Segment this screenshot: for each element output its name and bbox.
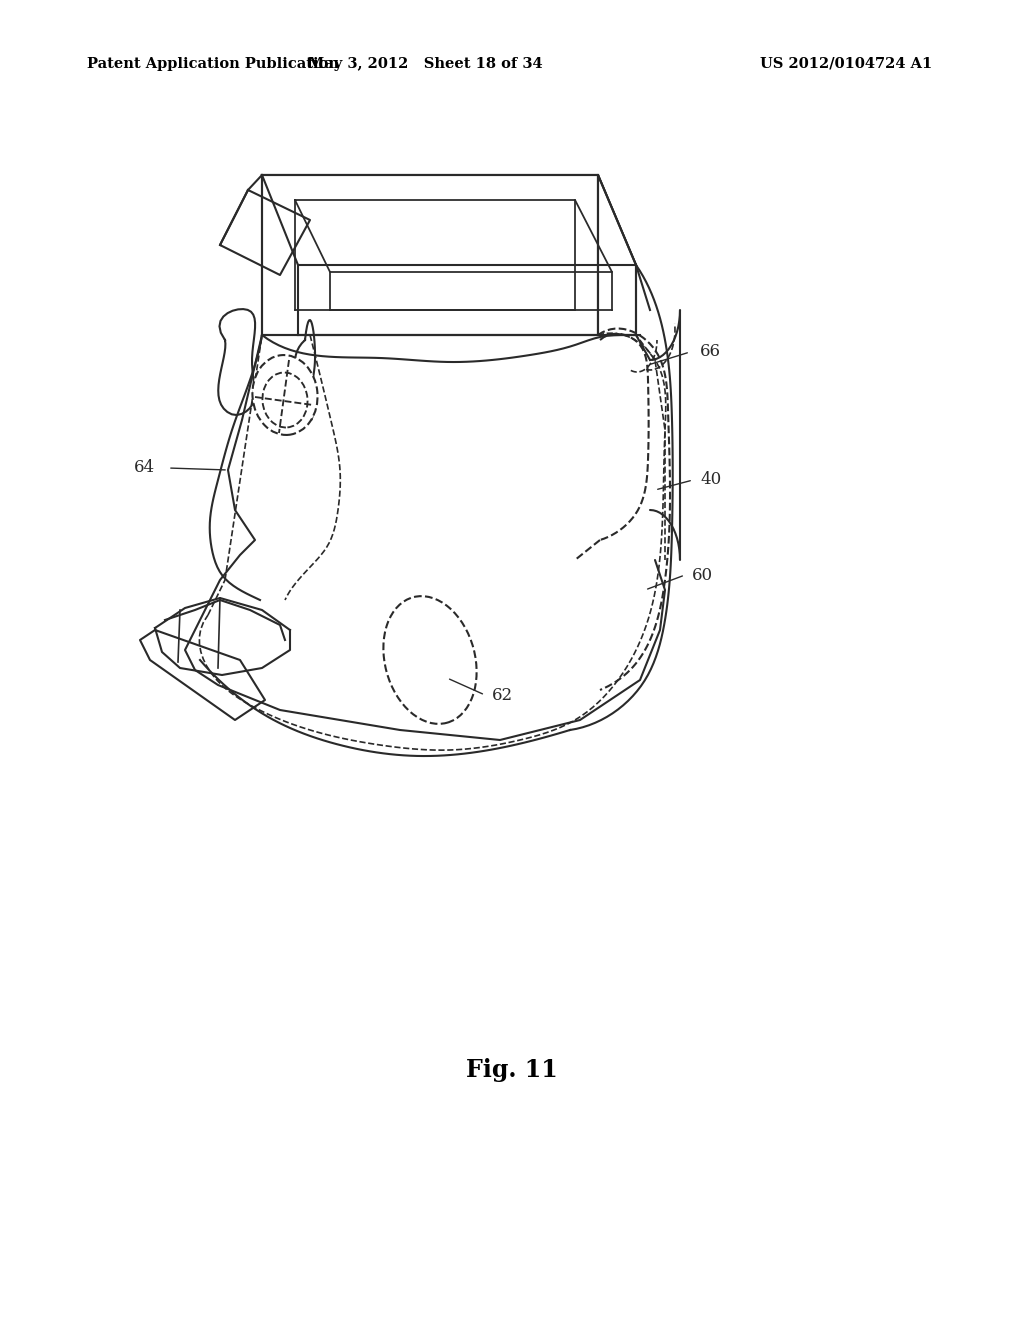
Text: Patent Application Publication: Patent Application Publication: [87, 57, 339, 71]
Polygon shape: [262, 176, 598, 335]
Text: 64: 64: [134, 459, 155, 477]
Polygon shape: [262, 176, 636, 265]
Polygon shape: [598, 176, 636, 335]
Ellipse shape: [383, 597, 476, 723]
Ellipse shape: [253, 355, 317, 436]
Ellipse shape: [262, 372, 307, 428]
Text: 60: 60: [692, 566, 713, 583]
Text: 66: 66: [700, 343, 721, 360]
Text: 40: 40: [700, 471, 721, 488]
Text: Fig. 11: Fig. 11: [466, 1059, 558, 1082]
Text: May 3, 2012   Sheet 18 of 34: May 3, 2012 Sheet 18 of 34: [307, 57, 543, 71]
Text: 62: 62: [492, 686, 513, 704]
Text: US 2012/0104724 A1: US 2012/0104724 A1: [760, 57, 932, 71]
